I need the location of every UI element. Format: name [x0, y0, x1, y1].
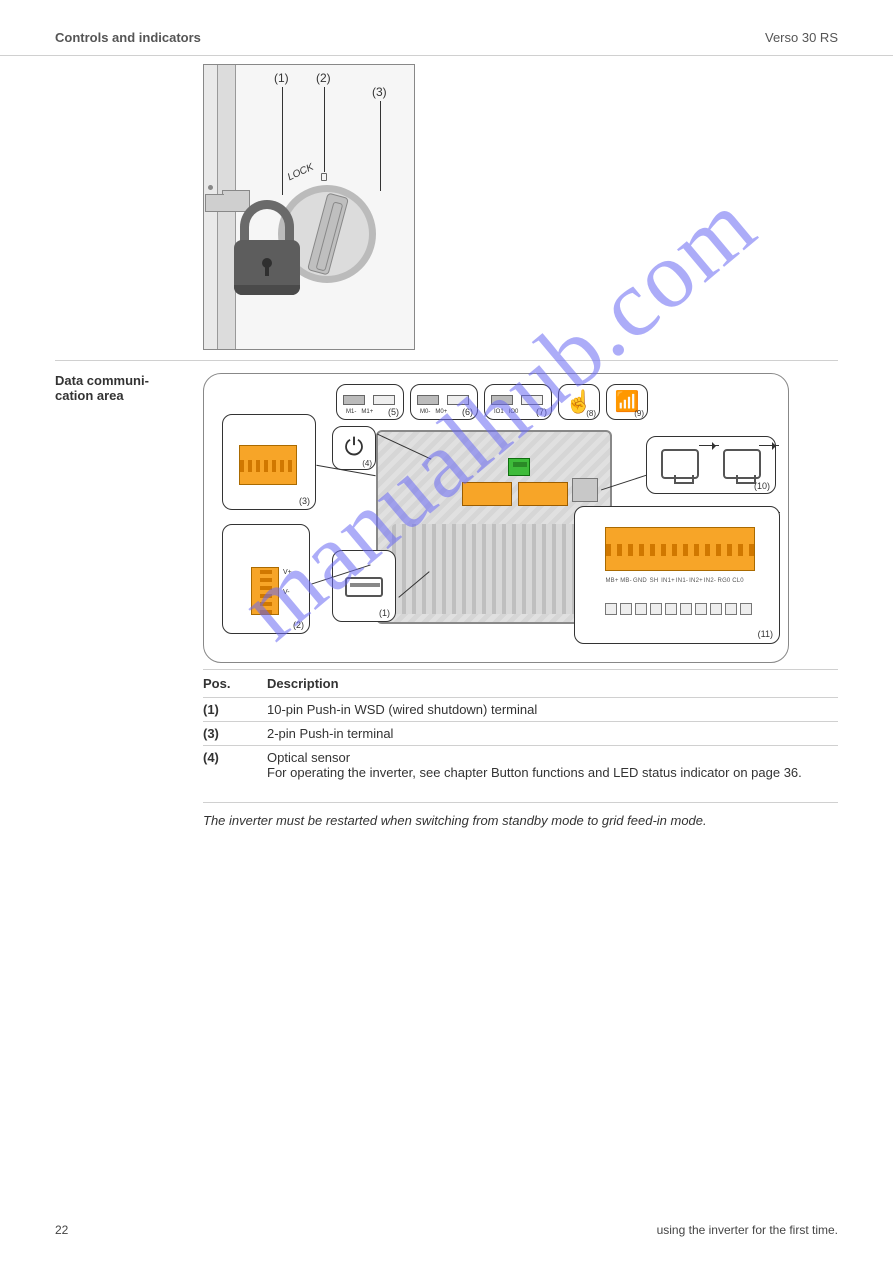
- callout-10: (10): [646, 436, 776, 494]
- legend-table: Pos. Description (1)10-pin Push-in WSD (…: [203, 669, 838, 784]
- legend-head-pos: Pos.: [203, 670, 267, 698]
- lock-section-label: [55, 64, 203, 350]
- footer-note: using the inverter for the first time.: [657, 1223, 838, 1237]
- table-row: (1)10-pin Push-in WSD (wired shutdown) t…: [203, 698, 838, 722]
- page-header: Controls and indicators Verso 30 RS: [0, 0, 893, 56]
- callout-3: (3): [222, 414, 316, 510]
- usb-icon: [345, 577, 383, 597]
- callout-2: V+ V- (2): [222, 524, 310, 634]
- callout-7: (7) IO1 IO0: [484, 384, 552, 420]
- page-footer: 22 using the inverter for the first time…: [55, 1223, 838, 1237]
- callout-11: MB+MB-GNDSHIN1+IN1-IN2+IN2-RG0CL0 (11): [574, 506, 780, 644]
- power-icon: ⏻: [345, 434, 364, 461]
- page-number: 22: [55, 1223, 68, 1237]
- callout-5: (5) M1- M1+: [336, 384, 404, 420]
- data-section-label: Data communi- cation area: [55, 373, 203, 828]
- lock-label-3: (3): [372, 85, 387, 99]
- legend-note: The inverter must be restarted when swit…: [203, 813, 707, 828]
- legend-head-desc: Description: [267, 670, 838, 698]
- rj45-icon: [723, 449, 761, 479]
- lock-label-2: (2): [316, 71, 331, 85]
- callout-1: (1): [332, 550, 396, 622]
- header-left: Controls and indicators: [55, 30, 201, 45]
- lock-figure: (1) (2) (3) LOCK: [203, 64, 415, 350]
- rj45-icon: [661, 449, 699, 479]
- callout-6: (6) M0- M0+: [410, 384, 478, 420]
- table-row: (3)2-pin Push-in terminal: [203, 722, 838, 746]
- data-section: Data communi- cation area (5) M1- M1+ (6…: [55, 373, 838, 828]
- lock-label-1: (1): [274, 71, 289, 85]
- padlock-icon: [234, 200, 314, 320]
- header-right: Verso 30 RS: [765, 30, 838, 45]
- data-figure: (5) M1- M1+ (6) M0- M0+ (7) IO1 IO0 ☝: [203, 373, 789, 663]
- callout-9: 📶 (9): [606, 384, 648, 420]
- table-row: (4)Optical sensor For operating the inve…: [203, 746, 838, 785]
- callout-4: ⏻ (4): [332, 426, 376, 470]
- lock-section: (1) (2) (3) LOCK: [55, 64, 838, 350]
- callout-8: ☝ (8): [558, 384, 600, 420]
